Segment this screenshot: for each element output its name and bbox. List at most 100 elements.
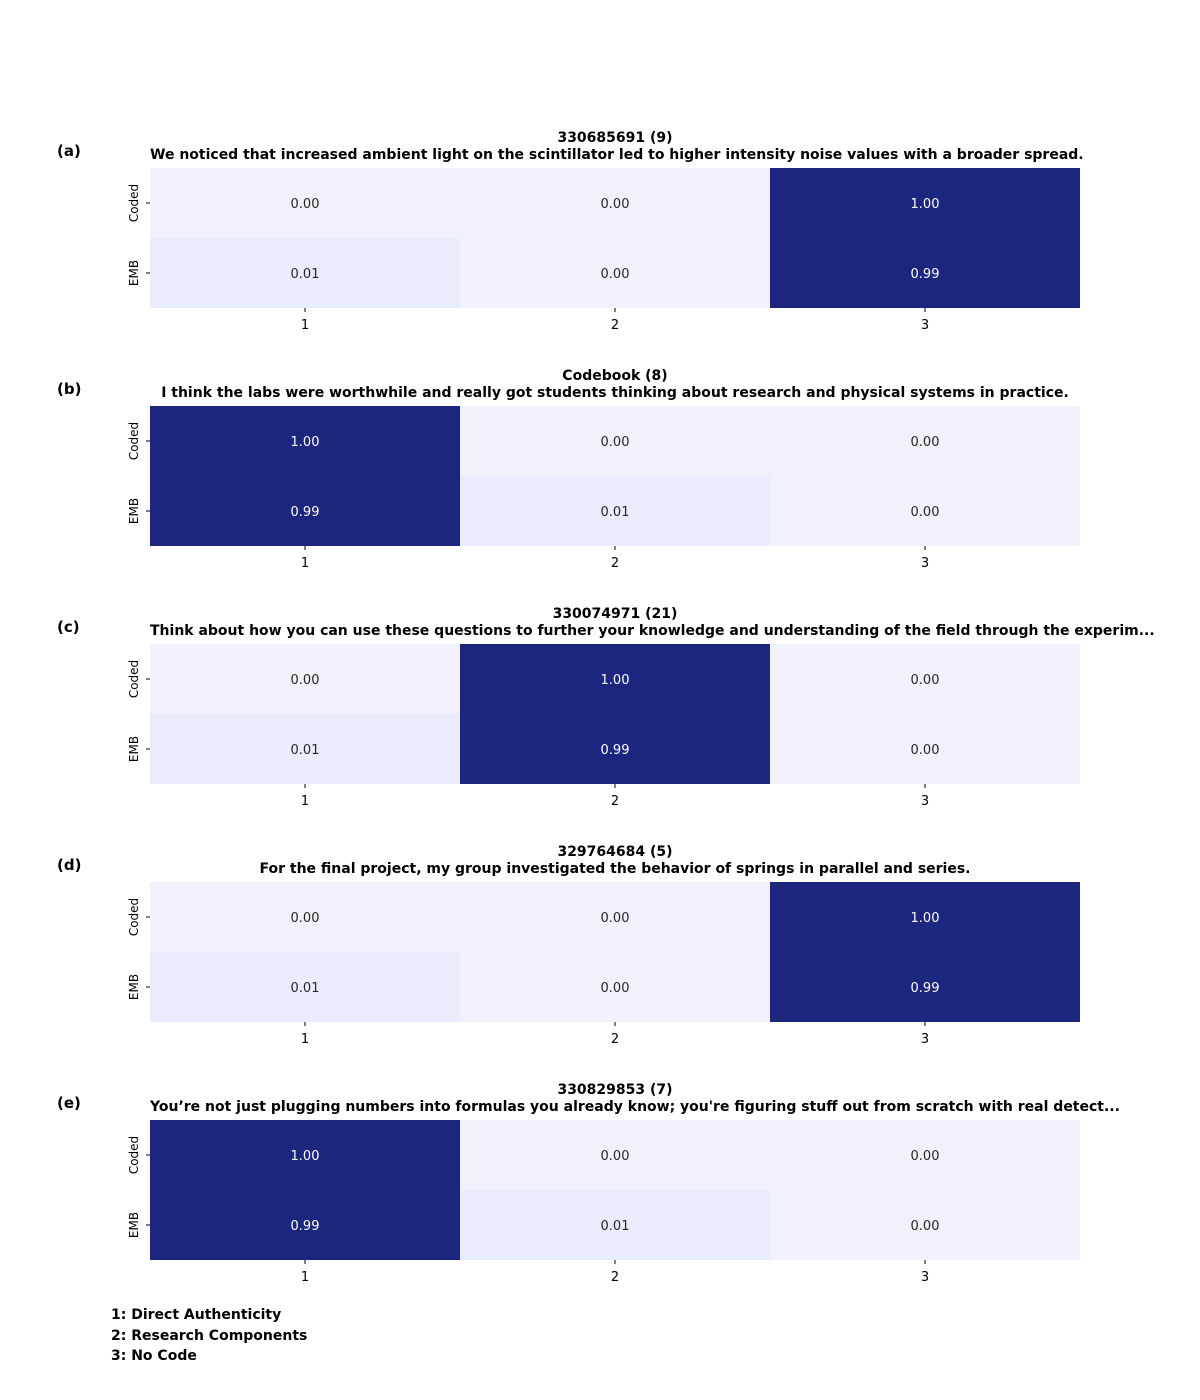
heatmap-cell <box>150 714 460 784</box>
y-tick-label: EMB <box>127 260 141 286</box>
cell-value-label: 0.00 <box>601 1149 630 1164</box>
panel-letter: (e) <box>57 1094 81 1112</box>
cell-value-label: 0.99 <box>911 981 940 996</box>
cell-value-label: 0.00 <box>601 435 630 450</box>
heatmap-cell <box>460 882 770 952</box>
heatmap-cell <box>460 1120 770 1190</box>
heatmap-cell <box>770 714 1080 784</box>
heatmap-plot: 0.00 0.00 1.00 0.01 0.00 0.99 Coded EMB 1 2 3 <box>127 882 1080 1047</box>
heatmap-plot: 1.00 0.00 0.00 0.99 0.01 0.00 Coded EMB 1 2 3 <box>127 406 1080 571</box>
cell-value-label: 0.00 <box>291 911 320 926</box>
y-tick-label: Coded <box>127 898 141 936</box>
legend-item-1: 1: Direct Authenticity <box>111 1307 282 1323</box>
heatmap-cell <box>150 238 460 308</box>
y-tick-label: EMB <box>127 974 141 1000</box>
heatmap-cell <box>150 952 460 1022</box>
cell-value-label: 0.01 <box>601 505 630 520</box>
cell-value-label: 0.00 <box>911 435 940 450</box>
panel-subtitle: We noticed that increased ambient light … <box>150 147 1084 163</box>
y-tick-label: Coded <box>127 184 141 222</box>
y-tick-label: EMB <box>127 498 141 524</box>
heatmap-cell <box>150 644 460 714</box>
panel-subtitle: Think about how you can use these questi… <box>150 623 1155 639</box>
cell-value-label: 0.00 <box>911 1149 940 1164</box>
cell-value-label: 0.00 <box>911 673 940 688</box>
heatmap-panel: (c) 330074971 (21) Think about how you can… <box>0 606 1200 844</box>
cell-value-label: 0.99 <box>601 743 630 758</box>
cell-value-label: 0.01 <box>291 981 320 996</box>
heatmap-cell <box>460 952 770 1022</box>
y-tick-label: EMB <box>127 1212 141 1238</box>
panel-subtitle: I think the labs were worthwhile and rea… <box>161 385 1069 401</box>
x-tick-label: 3 <box>921 1032 929 1047</box>
heatmap-cell <box>150 168 460 238</box>
y-tick-label: Coded <box>127 1136 141 1174</box>
y-tick-label: Coded <box>127 660 141 698</box>
x-tick-label: 3 <box>921 794 929 809</box>
x-tick-label: 3 <box>921 1270 929 1285</box>
x-tick-label: 2 <box>611 1270 619 1285</box>
panel-title: 330685691 (9) <box>557 130 673 146</box>
heatmap-plot: 1.00 0.00 0.00 0.99 0.01 0.00 Coded EMB 1 2 3 <box>127 1120 1080 1285</box>
cell-value-label: 1.00 <box>911 911 940 926</box>
heatmap-cell <box>770 952 1080 1022</box>
cell-value-label: 1.00 <box>291 435 320 450</box>
cell-value-label: 0.01 <box>291 267 320 282</box>
heatmap-panel: (b) Codebook (8) I think the labs were wor… <box>0 368 1200 606</box>
x-tick-label: 1 <box>301 794 309 809</box>
panel-subtitle: You’re not just plugging numbers into fo… <box>150 1099 1120 1115</box>
heatmap-panel: (e) 330829853 (7) You’re not just plugging… <box>0 1082 1200 1320</box>
heatmap-cell <box>460 168 770 238</box>
legend-item-2: 2: Research Components <box>111 1327 308 1344</box>
cell-value-label: 0.00 <box>291 673 320 688</box>
x-tick-label: 2 <box>611 556 619 571</box>
heatmap-panel: (a) 330685691 (9) We noticed that increase… <box>0 130 1200 368</box>
cell-value-label: 1.00 <box>911 197 940 212</box>
heatmap-cell <box>460 476 770 546</box>
panel-letter: (c) <box>57 618 80 636</box>
cell-value-label: 0.99 <box>911 267 940 282</box>
heatmap-panel: (d) 329764684 (5) For the final project, m… <box>0 844 1200 1082</box>
cell-value-label: 0.00 <box>911 743 940 758</box>
heatmap-cell <box>770 1190 1080 1260</box>
heatmap-cell <box>150 882 460 952</box>
y-tick-label: Coded <box>127 422 141 460</box>
panel-subtitle: For the final project, my group investig… <box>259 861 971 877</box>
panel-letter: (d) <box>57 856 82 874</box>
cell-value-label: 1.00 <box>601 673 630 688</box>
heatmap-cell <box>770 406 1080 476</box>
heatmap-cell <box>770 1120 1080 1190</box>
heatmap-figure: (a) 330685691 (9) We noticed that increase… <box>0 130 1200 1285</box>
panel-title: 329764684 (5) <box>557 844 673 860</box>
x-tick-label: 3 <box>921 318 929 333</box>
x-tick-label: 2 <box>611 794 619 809</box>
heatmap-cell <box>150 1190 460 1260</box>
x-tick-label: 1 <box>301 556 309 571</box>
x-tick-label: 2 <box>611 1032 619 1047</box>
cell-value-label: 0.99 <box>291 1219 320 1234</box>
cell-value-label: 0.00 <box>601 197 630 212</box>
x-tick-label: 1 <box>301 318 309 333</box>
x-tick-label: 1 <box>301 1270 309 1285</box>
x-tick-label: 2 <box>611 318 619 333</box>
cell-value-label: 0.00 <box>291 197 320 212</box>
code-legend: 1: Direct Authenticity 2: Research Compo… <box>111 1305 307 1367</box>
cell-value-label: 0.00 <box>601 911 630 926</box>
cell-value-label: 0.00 <box>911 505 940 520</box>
cell-value-label: 0.01 <box>291 743 320 758</box>
heatmap-cell <box>460 714 770 784</box>
heatmap-plot: 0.00 0.00 1.00 0.01 0.00 0.99 Coded EMB 1 2 3 <box>127 168 1080 333</box>
heatmap-cell <box>460 238 770 308</box>
cell-value-label: 1.00 <box>291 1149 320 1164</box>
heatmap-cell <box>150 406 460 476</box>
heatmap-cell <box>460 644 770 714</box>
heatmap-cell <box>770 168 1080 238</box>
x-tick-label: 1 <box>301 1032 309 1047</box>
cell-value-label: 0.99 <box>291 505 320 520</box>
heatmap-cell <box>770 882 1080 952</box>
cell-value-label: 0.00 <box>601 267 630 282</box>
heatmap-cell <box>150 476 460 546</box>
panel-title: 330829853 (7) <box>557 1082 673 1098</box>
y-tick-label: EMB <box>127 736 141 762</box>
heatmap-cell <box>770 238 1080 308</box>
